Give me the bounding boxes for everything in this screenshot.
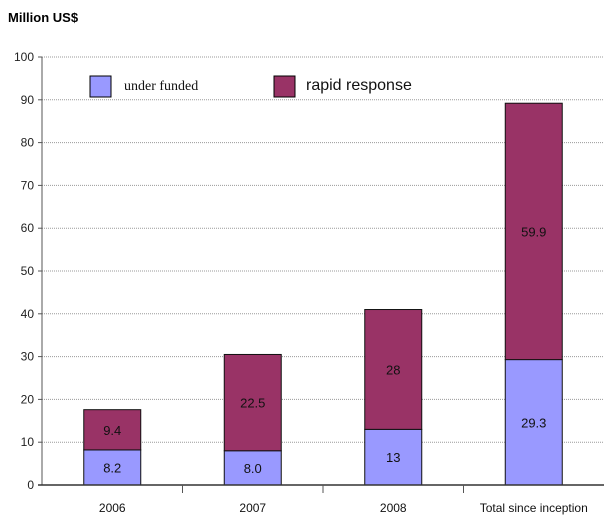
y-tick-label: 40: [21, 307, 35, 321]
y-tick-label: 100: [14, 50, 34, 64]
y-tick-label: 50: [21, 264, 35, 278]
data-label: 8.0: [244, 461, 262, 476]
x-category-label: Total since inception: [480, 501, 588, 515]
data-label: 22.5: [240, 396, 265, 411]
legend-swatch-rapid-response: [273, 75, 296, 98]
legend-label-rapid-response: rapid response: [306, 77, 412, 94]
x-category-label: 2008: [380, 501, 407, 515]
x-category-label: 2006: [99, 501, 126, 515]
bar-rapid-response-2: [364, 309, 423, 430]
y-tick-label: 0: [27, 478, 34, 492]
x-category-label: 2007: [239, 501, 266, 515]
y-tick-label: 30: [21, 350, 35, 364]
bar-under-funded-3: [504, 359, 563, 486]
data-label: 13: [386, 450, 400, 465]
legend-label-under-funded: under funded: [124, 79, 198, 94]
y-tick-label: 60: [21, 221, 35, 235]
legend-swatch-under-funded: [89, 75, 112, 98]
y-tick-label: 70: [21, 178, 35, 192]
y-tick-label: 20: [21, 392, 35, 406]
bar-under-funded-2: [364, 428, 423, 486]
data-label: 28: [386, 362, 400, 377]
bar-rapid-response-1: [223, 353, 282, 452]
unit-label: Million US$: [8, 10, 79, 25]
y-tick-label: 10: [21, 435, 35, 449]
x-axis: 2006 2007 2008 Total since inception: [38, 484, 604, 515]
bar-rapid-response-3: [504, 102, 563, 361]
bar-under-funded-1: [223, 450, 282, 486]
legend: under funded rapid response: [89, 75, 412, 98]
data-label: 59.9: [521, 224, 546, 239]
bar-rapid-response-0: [83, 409, 142, 451]
data-label: 29.3: [521, 415, 546, 430]
data-label: 8.2: [103, 460, 121, 475]
y-axis-ticks: 0 10 20 30 40 50 60 70 80 90 100: [14, 50, 43, 492]
y-tick-label: 80: [21, 136, 35, 150]
y-tick-label: 90: [21, 93, 35, 107]
bars: 8.2 9.4 8.0 22.5 13 28 29.3 59.9: [83, 102, 563, 486]
data-label: 9.4: [103, 423, 121, 438]
